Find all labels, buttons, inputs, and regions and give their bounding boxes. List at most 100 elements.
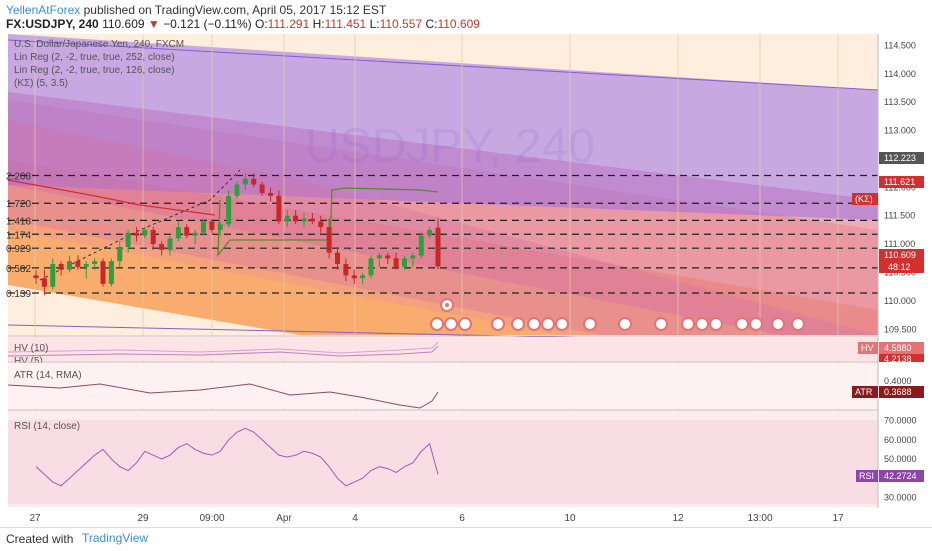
- atr-line: [7, 383, 439, 409]
- candle-body: [92, 261, 98, 265]
- price-tick: 111.000: [884, 239, 915, 249]
- level-label: 1.418: [6, 216, 31, 227]
- kz-green-line: [217, 187, 439, 257]
- candle-body: [335, 252, 340, 265]
- candle-body: [100, 261, 106, 284]
- level-label: 0.139: [6, 289, 31, 300]
- candle-body: [234, 184, 240, 196]
- time-tick: 10: [564, 513, 576, 524]
- level-label: 1.174: [6, 230, 31, 241]
- level-label: 0.929: [6, 244, 31, 255]
- candle-body: [385, 255, 391, 259]
- candle-body: [142, 229, 148, 236]
- open-value: 111.291: [267, 17, 310, 31]
- price-tick: 113.000: [884, 126, 916, 136]
- candle-body: [251, 178, 257, 185]
- candle-body: [360, 275, 366, 279]
- kz-indicator-line: [7, 169, 439, 281]
- high-label: H:: [312, 17, 325, 31]
- badge-countdown: [879, 261, 924, 273]
- time-axis[interactable]: [0, 508, 932, 527]
- lin-reg-252-upper-channel: [8, 34, 878, 220]
- time-tick: 4: [352, 513, 358, 524]
- change-value: −0.121 (−0.11%): [163, 17, 252, 31]
- chart-canvas[interactable]: USDJPY, 240 U.S. Dollar/Japanese Yen, 24…: [0, 32, 932, 527]
- lin-reg-upper-line: [7, 39, 879, 91]
- time-tick: 12: [672, 513, 684, 524]
- candle-body: [167, 238, 173, 250]
- economic-event-markers[interactable]: [430, 298, 805, 331]
- rsi-line: [35, 427, 439, 487]
- candle-body: [50, 264, 56, 287]
- candle-body: [301, 218, 307, 222]
- hv10-legend: HV (10): [14, 343, 48, 354]
- hv-badge-label-text: HV: [861, 343, 874, 353]
- candle-body: [75, 261, 81, 267]
- legend-linreg-252: Lin Reg (2, -2, true, true, 252, close): [14, 52, 175, 63]
- candle-body: [435, 227, 441, 267]
- candle-body: [326, 227, 332, 253]
- open-label: O:: [255, 17, 268, 31]
- level-label: 2.208: [6, 172, 31, 183]
- price-tick: 110.000: [884, 296, 916, 306]
- atr-tick: 0.4000: [884, 376, 912, 386]
- hv5-line: [7, 345, 439, 357]
- rsi-tick: 70.0000: [884, 416, 917, 426]
- price-tick: 109.500: [884, 324, 917, 334]
- publish-line: YellenAtForex published on TradingView.c…: [6, 3, 386, 17]
- level-label: 1.720: [6, 199, 31, 210]
- candle-body: [259, 184, 265, 194]
- tradingview-logo-link[interactable]: TradingView: [82, 531, 149, 545]
- candle-body: [284, 215, 290, 222]
- price-tick: 114.500: [884, 40, 916, 50]
- footer: Created with TradingView: [0, 527, 932, 551]
- hv-pane-background: [8, 337, 878, 361]
- close-value: 110.609: [437, 17, 480, 31]
- time-tick: 6: [459, 513, 465, 524]
- candle-body: [41, 278, 47, 287]
- hv-badge-label: [858, 342, 878, 354]
- time-tick: 13:00: [747, 513, 772, 524]
- legend-kz: (KΣ) (5, 3.5): [14, 78, 68, 89]
- last-price: 110.609: [102, 17, 145, 31]
- candle-body: [293, 215, 299, 222]
- candle-body: [418, 235, 424, 256]
- time-tick: 27: [29, 513, 41, 524]
- published-text: published on TradingView.com, April 05, …: [83, 3, 387, 17]
- rsi-tick: 50.0000: [884, 454, 917, 464]
- rsi-tick: 60.0000: [884, 435, 917, 445]
- level-labels: 2.208 1.720 1.418 1.174 0.929 0.582 0.139: [6, 172, 31, 301]
- rsi-tick: 30.0000: [884, 492, 917, 502]
- author-link[interactable]: YellenAtForex: [6, 3, 81, 17]
- candle-body: [268, 193, 273, 196]
- badge-last-price: [879, 249, 924, 261]
- candle-body: [134, 232, 139, 236]
- candle-body: [343, 264, 349, 276]
- chart-header: YellenAtForex published on TradingView.c…: [0, 0, 932, 32]
- candle-body: [393, 258, 399, 267]
- badge-level-text: 112.223: [884, 153, 916, 163]
- time-tick: 17: [832, 513, 844, 524]
- candle-body: [108, 261, 114, 284]
- time-tick: 09:00: [199, 513, 224, 524]
- candle-body: [276, 195, 282, 222]
- legend-symbol: U.S. Dollar/Japanese Yen, 240, FXCM: [14, 39, 184, 50]
- rsi-badge-value-text: 42.2724: [884, 471, 917, 481]
- rsi-legend: RSI (14, close): [14, 421, 80, 432]
- hv-badge-value1-text: 4.5880: [884, 343, 912, 353]
- candle-body: [402, 258, 407, 267]
- atr-badge-value: [879, 386, 924, 398]
- candle-body: [201, 221, 206, 233]
- candle-body: [175, 227, 181, 239]
- candle-body: [410, 255, 416, 259]
- time-tick: 29: [137, 513, 149, 524]
- candle-body: [192, 232, 198, 236]
- candle-body: [67, 261, 72, 270]
- rsi-badge-value: [879, 470, 924, 482]
- created-with-text: Created with: [6, 532, 74, 546]
- level-label: 0.582: [6, 264, 31, 275]
- hv-badge-value2-text: 4.2138: [884, 354, 912, 364]
- price-tick: 111.500: [884, 211, 915, 221]
- candle-body: [33, 275, 39, 279]
- low-value: 110.557: [379, 17, 423, 31]
